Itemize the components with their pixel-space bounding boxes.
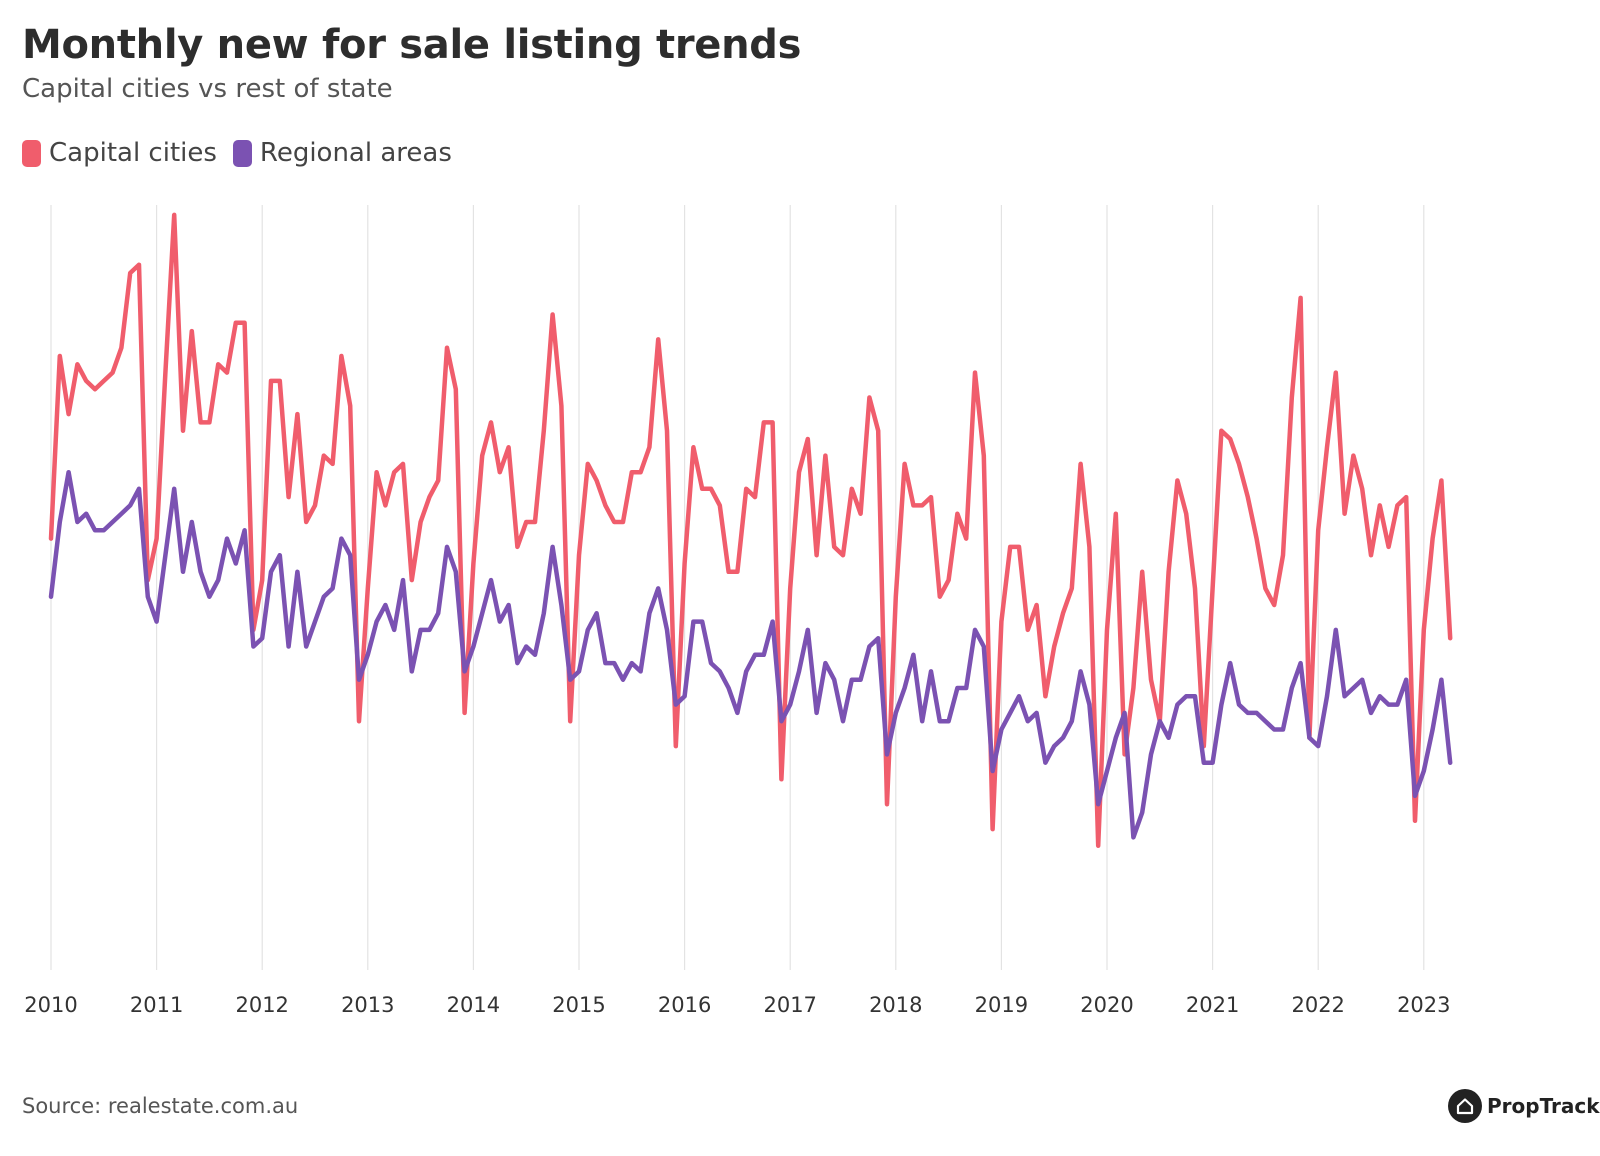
legend-swatch-regional-areas xyxy=(232,139,252,167)
x-tick-label-2016: 2016 xyxy=(658,993,711,1017)
x-tick-label-2012: 2012 xyxy=(235,993,288,1017)
x-tick-label-2011: 2011 xyxy=(130,993,183,1017)
line-chart: 2010 2011 2012 2013 2014 2015 2016 2017 2018 2019… xyxy=(24,205,1453,1017)
x-tick-label-2013: 2013 xyxy=(341,993,394,1017)
x-tick-label-2021: 2021 xyxy=(1186,993,1239,1017)
x-tick-label-2017: 2017 xyxy=(763,993,816,1017)
legend-item-regional-areas: Regional areas xyxy=(232,138,452,168)
source-note: Source: realestate.com.au xyxy=(22,1094,299,1118)
x-tick-label-2015: 2015 xyxy=(552,993,605,1017)
x-tick-label-2018: 2018 xyxy=(869,993,922,1017)
legend-item-capital-cities: Capital cities xyxy=(22,138,217,168)
x-tick-label-2019: 2019 xyxy=(975,993,1028,1017)
brand-name: PropTrack xyxy=(1487,1094,1600,1118)
series-line-regional-areas xyxy=(48,469,1453,840)
legend-label-regional-areas: Regional areas xyxy=(259,138,452,168)
x-tick-label-2014: 2014 xyxy=(447,993,500,1017)
chart-subtitle: Capital cities vs rest of state xyxy=(22,74,393,104)
chart-legend: Capital cities Regional areas xyxy=(22,138,468,168)
x-tick-label-2022: 2022 xyxy=(1291,993,1344,1017)
chart-title: Monthly new for sale listing trends xyxy=(22,22,802,68)
x-axis-tick-labels: 2010 2011 2012 2013 2014 2015 2016 2017 2018 2019… xyxy=(24,993,1450,1017)
x-tick-label-2010: 2010 xyxy=(24,993,77,1017)
series-line-capital-cities xyxy=(48,212,1453,848)
x-tick-label-2020: 2020 xyxy=(1080,993,1133,1017)
proptrack-logo: PropTrack xyxy=(1448,1089,1600,1123)
house-icon xyxy=(1448,1089,1482,1123)
x-tick-label-2023: 2023 xyxy=(1397,993,1450,1017)
legend-swatch-capital-cities xyxy=(22,139,41,167)
series-lines xyxy=(48,212,1453,848)
vertical-gridlines xyxy=(50,205,1425,970)
legend-label-capital-cities: Capital cities xyxy=(49,138,217,168)
